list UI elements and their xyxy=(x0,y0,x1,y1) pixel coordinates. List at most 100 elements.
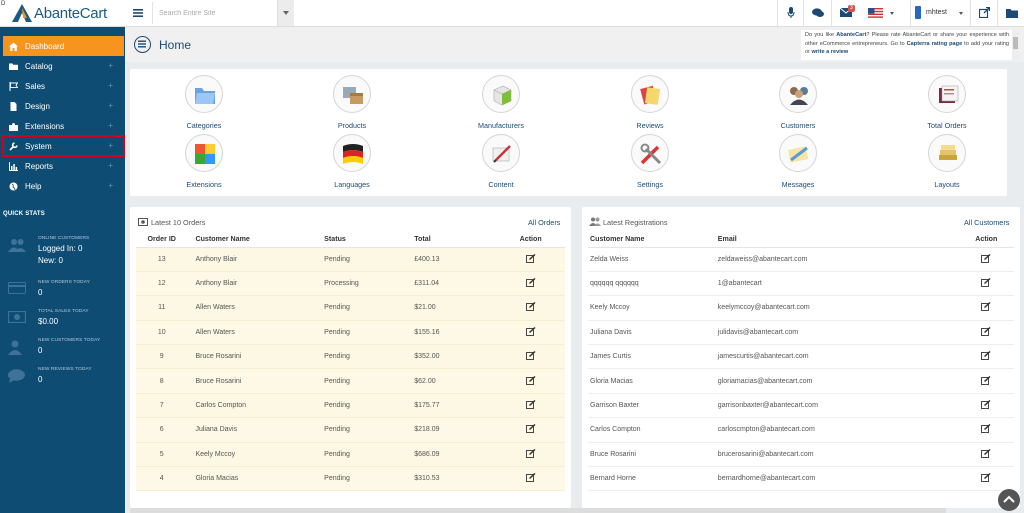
abantecart-logo-icon[interactable] xyxy=(12,4,32,22)
microphone-icon xyxy=(787,7,795,18)
customer-name: Bernard Horne xyxy=(588,466,716,492)
language-selector[interactable] xyxy=(863,0,905,26)
edit-icon[interactable] xyxy=(981,473,991,483)
action-cell xyxy=(496,271,565,297)
money-icon xyxy=(138,218,148,226)
orders-col-header[interactable]: Status xyxy=(316,231,407,248)
brand-header: D AbanteCart xyxy=(0,0,125,27)
sidebar-item-extensions[interactable]: Extensions + xyxy=(3,116,124,136)
edit-icon[interactable] xyxy=(525,351,536,361)
edit-icon[interactable] xyxy=(525,375,536,385)
quick-link-messages[interactable]: Messages xyxy=(733,134,863,189)
registrations-col-header[interactable]: Email xyxy=(715,231,959,248)
sidebar-item-label: Reports xyxy=(25,161,54,171)
sidebar-item-design[interactable]: Design + xyxy=(3,96,124,116)
quick-link-settings[interactable]: Settings xyxy=(585,134,715,189)
notifications-button[interactable]: 3 xyxy=(831,0,863,26)
edit-icon[interactable] xyxy=(525,326,536,336)
edit-icon[interactable] xyxy=(981,375,991,385)
edit-icon[interactable] xyxy=(525,473,536,483)
order-total: £400.13 xyxy=(406,247,497,272)
scroll-to-top-button[interactable] xyxy=(998,489,1020,511)
sidebar-item-system[interactable]: System + xyxy=(2,135,125,157)
edit-icon[interactable] xyxy=(981,253,991,263)
manufacturers-icon xyxy=(482,75,520,113)
layouts-icon xyxy=(928,134,966,172)
table-row: James Curtis jamescurtis@abantecart.com xyxy=(588,344,1014,370)
stat-new-customers-today: NEW CUSTOMERS TODAY 0 xyxy=(8,338,118,364)
all-orders-link[interactable]: All Orders xyxy=(528,218,561,227)
edit-icon[interactable] xyxy=(525,302,536,312)
user-menu[interactable]: mhtest xyxy=(910,0,970,26)
brand-name[interactable]: AbanteCart xyxy=(34,5,107,22)
quick-link-total-orders[interactable]: Total Orders xyxy=(882,75,1012,130)
sidebar-item-sales[interactable]: Sales + xyxy=(3,76,124,96)
expand-plus-icon[interactable]: + xyxy=(108,141,113,150)
capterra-link[interactable]: Capterra rating page xyxy=(906,40,963,47)
edit-icon[interactable] xyxy=(981,278,991,288)
horizontal-scrollbar[interactable] xyxy=(130,508,946,513)
edit-icon[interactable] xyxy=(525,253,536,263)
quick-link-content[interactable]: Content xyxy=(436,134,566,189)
sidebar-item-dashboard[interactable]: Dashboard xyxy=(3,36,124,56)
customer-name: Allen Waters xyxy=(187,320,317,346)
quick-link-layouts[interactable]: Layouts xyxy=(882,134,1012,189)
edit-icon[interactable] xyxy=(525,448,536,458)
orders-col-header[interactable]: Customer Name xyxy=(187,231,317,248)
all-customers-link[interactable]: All Customers xyxy=(964,218,1010,227)
chat-button[interactable] xyxy=(803,0,831,26)
order-status: Pending xyxy=(316,442,407,468)
sidebar-item-catalog[interactable]: Catalog + xyxy=(3,56,124,76)
action-cell xyxy=(496,295,565,321)
sidebar-item-help[interactable]: Help + xyxy=(3,176,124,196)
quick-link-reviews[interactable]: Reviews xyxy=(585,75,715,130)
stat-new-orders-today: NEW ORDERS TODAY 0 xyxy=(8,280,118,306)
customer-name: Juliana Davis xyxy=(588,320,716,346)
action-cell xyxy=(496,417,565,443)
search-input[interactable] xyxy=(152,2,289,24)
quick-link-languages[interactable]: Languages xyxy=(287,134,417,189)
edit-icon[interactable] xyxy=(981,351,991,361)
edit-icon[interactable] xyxy=(525,424,536,434)
promo-scrollbar[interactable] xyxy=(1012,30,1019,60)
customer-email: zeldaweiss@abantecart.com xyxy=(715,247,959,272)
menu-toggle-icon[interactable] xyxy=(133,8,143,18)
edit-icon[interactable] xyxy=(525,278,536,288)
expand-plus-icon[interactable]: + xyxy=(108,121,113,130)
registrations-col-header[interactable]: Action xyxy=(958,231,1014,248)
file-manager-button[interactable] xyxy=(997,0,1024,26)
edit-icon[interactable] xyxy=(981,448,991,458)
search-dropdown-button[interactable] xyxy=(277,0,294,26)
edit-icon[interactable] xyxy=(981,399,991,409)
globe-icon xyxy=(9,182,18,191)
expand-plus-icon[interactable]: + xyxy=(108,81,113,90)
orders-col-header[interactable]: Order ID xyxy=(136,231,188,248)
arrow-up-icon xyxy=(1003,495,1015,503)
quick-link-manufacturers[interactable]: Manufacturers xyxy=(436,75,566,130)
write-review-link[interactable]: write a review xyxy=(811,49,849,56)
table-row: 12 Anthony Blair Processing £311.04 xyxy=(136,271,565,297)
quick-link-products[interactable]: Products xyxy=(287,75,417,130)
quick-link-label: Customers xyxy=(780,121,816,130)
quick-link-customers[interactable]: Customers xyxy=(733,75,863,130)
edit-icon[interactable] xyxy=(981,424,991,434)
sidebar-item-reports[interactable]: Reports + xyxy=(3,156,124,176)
expand-plus-icon[interactable]: + xyxy=(108,101,113,110)
quick-link-extensions[interactable]: Extensions xyxy=(139,134,269,189)
edit-icon[interactable] xyxy=(981,326,991,336)
action-cell xyxy=(958,466,1014,492)
quick-link-categories[interactable]: Categories xyxy=(139,75,269,130)
order-total: $310.53 xyxy=(406,466,497,492)
expand-plus-icon[interactable]: + xyxy=(108,61,113,70)
registrations-col-header[interactable]: Customer Name xyxy=(588,231,716,248)
expand-plus-icon[interactable]: + xyxy=(108,161,113,170)
table-row: Bernard Horne bernardhorne@abantecart.com xyxy=(588,466,1014,492)
edit-icon[interactable] xyxy=(981,302,991,312)
edit-icon[interactable] xyxy=(525,399,536,409)
voice-search-button[interactable] xyxy=(777,0,803,26)
orders-col-header[interactable]: Action xyxy=(496,231,565,248)
orders-col-header[interactable]: Total xyxy=(406,231,497,248)
open-store-button[interactable] xyxy=(970,0,997,26)
expand-plus-icon[interactable]: + xyxy=(108,181,113,190)
stat-value: Logged In: 0 xyxy=(38,244,83,253)
